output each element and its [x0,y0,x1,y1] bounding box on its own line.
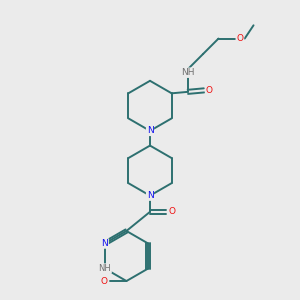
Text: O: O [101,277,108,286]
Text: O: O [206,86,213,95]
Text: O: O [236,34,244,43]
Text: N: N [147,191,153,200]
Text: N: N [147,126,153,135]
Text: NH: NH [181,68,195,77]
Text: NH: NH [98,264,111,273]
Text: N: N [101,239,108,248]
Text: O: O [169,207,176,216]
